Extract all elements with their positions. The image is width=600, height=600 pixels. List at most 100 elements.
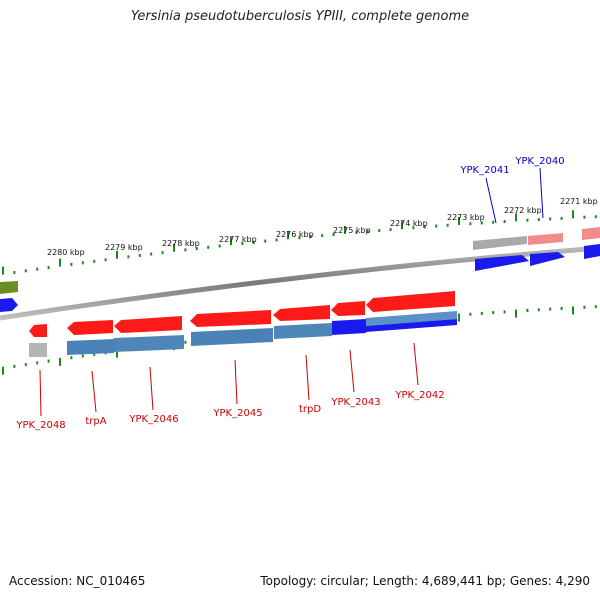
gene-label-YPK_2043[interactable]: YPK_2043: [330, 397, 380, 408]
gene-label-YPK_2048[interactable]: YPK_2048: [15, 420, 65, 431]
gene-trpA-red[interactable]: [67, 320, 113, 335]
gene-YPK_2042-red[interactable]: [366, 291, 455, 312]
scale-tick: [526, 218, 529, 222]
scale-tick: [572, 306, 574, 315]
leader-YPK_2043: [349, 349, 355, 393]
scale-tick: [104, 258, 107, 262]
gene-YPK_2041-gray[interactable]: [473, 236, 527, 250]
scale-tick: [503, 310, 506, 314]
cds-YPK_2043-blue[interactable]: [332, 319, 366, 335]
leader-YPK_2040: [539, 167, 544, 219]
gene-trpD-red[interactable]: [273, 305, 330, 321]
bottom-strand-red-genes: [29, 291, 455, 337]
scale-tick: [560, 307, 563, 310]
gene-olive-left[interactable]: [0, 281, 18, 294]
gene-label-trpA[interactable]: trpA: [85, 416, 106, 427]
gene-label-YPK_2042[interactable]: YPK_2042: [394, 390, 444, 401]
scale-tick: [469, 312, 472, 316]
gene-YPK_2046-red[interactable]: [114, 316, 182, 333]
scale-tick: [93, 259, 96, 263]
scale-tick: [13, 364, 16, 368]
scale-label-2271: 2271 kbp: [560, 197, 598, 206]
top-strand-features: [473, 227, 600, 271]
cds-YPK_2042-steelblue[interactable]: [366, 311, 457, 326]
scale-labels: 2280 kbp 2279 kbp 2278 kbp 2277 kbp 2276…: [47, 197, 598, 257]
scale-tick: [116, 349, 118, 358]
scale-tick: [423, 225, 426, 229]
genome-title: Yersinia pseudotuberculosis YPIII, compl…: [130, 9, 470, 24]
accession-text: Accession: NC_010465: [9, 574, 146, 588]
scale-tick: [47, 359, 50, 363]
cds-YPK_2040-blue[interactable]: [530, 252, 565, 266]
scale-tick: [583, 215, 586, 219]
leader-YPK_2048: [39, 369, 42, 417]
cds-trpD-steelblue[interactable]: [274, 323, 332, 339]
leader-YPK_2045: [234, 359, 238, 405]
cds-YPK_2039-blue[interactable]: [584, 244, 600, 259]
leader-YPK_2041: [485, 177, 497, 224]
scale-tick: [515, 309, 517, 318]
gene-label-YPK_2040[interactable]: YPK_2040: [514, 156, 564, 167]
gene-labels-bottom: YPK_2048 trpA YPK_2046 YPK_2045 trpD YPK…: [15, 390, 444, 431]
gene-label-YPK_2041[interactable]: YPK_2041: [459, 165, 509, 176]
scale-tick: [480, 311, 483, 315]
scale-tick: [332, 233, 335, 236]
gene-label-YPK_2045[interactable]: YPK_2045: [212, 408, 262, 419]
scale-tick: [252, 240, 255, 244]
scale-tick: [2, 366, 4, 375]
gene-labels-top: YPK_2041 YPK_2040: [459, 156, 564, 176]
scale-tick: [24, 269, 27, 273]
bottom-strand-cds: [29, 311, 457, 357]
scale-tick: [594, 215, 597, 219]
scale-tick: [59, 357, 61, 366]
cds-YPK_2042-blue[interactable]: [366, 319, 457, 332]
leader-trpD: [305, 354, 310, 401]
gene-YPK_2040-pink[interactable]: [528, 233, 563, 245]
scale-label-2278: 2278 kbp: [162, 239, 200, 248]
scale-tick: [275, 238, 278, 242]
scale-tick: [184, 248, 187, 252]
cds-trpA-steelblue[interactable]: [67, 339, 114, 355]
gene-YPK_2045-red[interactable]: [190, 310, 271, 327]
gene-YPK_2048-red[interactable]: [29, 324, 47, 337]
scale-tick: [195, 247, 198, 251]
scale-tick: [36, 361, 39, 365]
cds-YPK_2046-steelblue[interactable]: [114, 335, 184, 352]
scale-tick: [549, 307, 552, 311]
scale-label-2280: 2280 kbp: [47, 248, 85, 257]
scale-tick: [127, 255, 130, 259]
scale-tick: [13, 271, 16, 274]
scale-label-2279: 2279 kbp: [105, 243, 143, 252]
leader-lines: [39, 167, 544, 417]
scale-tick: [150, 252, 153, 256]
scale-tick: [492, 311, 495, 315]
scale-tick: [70, 262, 73, 266]
scale-tick: [583, 305, 586, 309]
gene-YPK_2043-red[interactable]: [331, 301, 365, 316]
scale-tick: [446, 223, 449, 227]
scale-tick: [218, 244, 221, 248]
scale-tick: [309, 235, 312, 239]
scale-tick: [2, 266, 4, 275]
genome-backbone: [0, 245, 600, 321]
scale-tick: [537, 308, 540, 312]
cds-YPK_2048-gray[interactable]: [29, 343, 47, 357]
scale-tick: [81, 354, 84, 358]
scale-tick: [264, 239, 267, 243]
scale-tick: [344, 225, 346, 234]
scale-tick: [355, 230, 358, 234]
scale-tick: [435, 224, 438, 228]
gene-YPK_2039-pink[interactable]: [582, 227, 600, 240]
scale-tick: [469, 222, 472, 226]
gene-label-trpD[interactable]: trpD: [299, 404, 321, 415]
cds-YPK_2041-blue[interactable]: [475, 255, 529, 271]
cds-YPK_2045-steelblue[interactable]: [191, 328, 273, 346]
gene-label-YPK_2046[interactable]: YPK_2046: [128, 414, 178, 425]
cds-blue-left[interactable]: [0, 298, 18, 312]
scale-label-2276: 2276 kbp: [276, 230, 314, 239]
scale-tick: [93, 352, 96, 356]
scale-tick: [526, 308, 529, 312]
scale-label-2277: 2277 kbp: [219, 235, 257, 244]
scale-tick: [366, 230, 369, 233]
